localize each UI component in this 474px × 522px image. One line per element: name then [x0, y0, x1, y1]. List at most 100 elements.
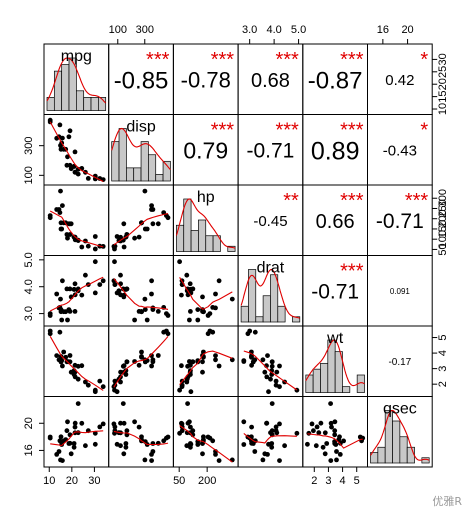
- histogram-bar-wt: [320, 362, 329, 393]
- smooth-line-qsec-mpg: [50, 430, 104, 447]
- histogram-bar-hp: [198, 219, 207, 252]
- scatter-point-qsec-disp: [142, 457, 148, 463]
- histogram-bar-drat: [248, 269, 257, 323]
- scatter-point-drat-hp: [207, 311, 213, 316]
- scatter-point-wt-mpg: [58, 357, 63, 363]
- scatter-point-wt-drat: [268, 376, 273, 382]
- tick-label-right-wt: 4: [437, 350, 449, 356]
- scatter-point-qsec-disp: [139, 434, 144, 440]
- scatter-point-qsec-drat: [266, 441, 271, 447]
- scatter-point-drat-mpg: [92, 259, 98, 265]
- scatter-point-drat-disp: [112, 282, 118, 287]
- scatter-point-hp-mpg: [58, 226, 64, 232]
- scatter-point-qsec-disp: [149, 452, 154, 457]
- tick-label-bottom-mpg: 10: [43, 475, 55, 487]
- smooth-line-hp-disp: [113, 213, 169, 246]
- scatter-point-qsec-disp: [121, 420, 127, 426]
- scatter-point-drat-disp: [121, 294, 127, 300]
- scatter-point-drat-disp: [132, 317, 138, 323]
- scatter-point-qsec-hp: [200, 451, 205, 457]
- scatter-point-hp-disp: [150, 221, 156, 227]
- scatter-point-qsec-drat: [269, 428, 275, 434]
- tick-label-right-mpg: 30: [437, 53, 449, 65]
- scatter-point-wt-mpg: [85, 382, 91, 388]
- scatter-point-wt-mpg: [61, 349, 67, 355]
- scatter-point-disp-mpg: [85, 176, 91, 181]
- scatter-point-hp-disp: [139, 220, 144, 226]
- scatter-point-wt-hp: [216, 363, 222, 369]
- histogram-bar-wt: [312, 368, 321, 393]
- scatter-point-qsec-drat: [249, 440, 255, 446]
- scatter-point-drat-hp: [179, 292, 184, 298]
- scatter-point-qsec-disp: [114, 441, 120, 447]
- scatter-point-hp-disp: [118, 234, 123, 240]
- tick-label-bottom-wt: 3: [325, 475, 331, 487]
- scatter-point-drat-mpg: [59, 317, 65, 323]
- scatter-point-qsec-wt: [309, 421, 315, 427]
- scatter-point-drat-disp: [164, 311, 169, 316]
- histogram-bar-hp: [190, 230, 199, 252]
- correlation-value-disp-drat: -0.71: [247, 140, 295, 163]
- tick-label-bottom-mpg: 30: [88, 475, 100, 487]
- density-line-mpg: [46, 57, 107, 104]
- scatter-point-drat-mpg: [92, 290, 98, 296]
- scatter-point-wt-mpg: [67, 353, 73, 358]
- scatter-point-wt-disp: [120, 363, 126, 369]
- variable-label-qsec: qsec: [383, 401, 417, 418]
- density-line-wt: [305, 339, 365, 387]
- scatter-point-qsec-drat: [252, 449, 258, 454]
- scatter-point-qsec-drat: [277, 458, 282, 463]
- scatter-point-drat-mpg: [71, 287, 77, 292]
- scatter-point-hp-disp: [149, 207, 154, 212]
- correlation-value-mpg-drat: 0.68: [251, 70, 290, 92]
- tick-label-left-qsec: 20: [23, 417, 35, 429]
- histogram-bar-mpg: [90, 97, 99, 111]
- scatter-point-hp-mpg: [58, 220, 64, 226]
- scatter-point-drat-mpg: [54, 291, 60, 297]
- scatter-point-qsec-hp: [185, 401, 191, 406]
- scatter-point-qsec-drat: [249, 424, 255, 430]
- density-line-qsec: [370, 409, 430, 461]
- scatter-point-drat-disp: [142, 307, 148, 312]
- scatter-point-qsec-wt: [334, 449, 339, 454]
- scatter-point-qsec-wt: [314, 424, 320, 430]
- scatter-point-drat-mpg: [100, 278, 106, 284]
- histogram-bar-hp: [227, 245, 236, 252]
- smooth-line-hp-mpg: [49, 210, 104, 248]
- scatter-point-qsec-hp: [210, 438, 216, 444]
- tick-label-top-qsec: 16: [377, 24, 389, 36]
- correlation-value-mpg-qsec: 0.42: [385, 72, 414, 89]
- scatter-point-disp-mpg: [47, 119, 53, 125]
- scatter-point-wt-drat: [262, 369, 268, 375]
- scatter-point-disp-mpg: [68, 166, 74, 172]
- tick-label-right-hp: 250: [437, 199, 449, 217]
- scatter-point-wt-hp: [213, 357, 218, 363]
- scatter-point-wt-disp: [139, 354, 144, 359]
- scatter-point-drat-mpg: [83, 272, 88, 278]
- scatter-point-wt-mpg: [68, 369, 74, 375]
- scatter-point-qsec-mpg: [47, 435, 53, 441]
- scatter-point-qsec-wt: [328, 458, 334, 463]
- scatter-point-qsec-disp: [150, 441, 156, 446]
- scatter-point-wt-disp: [114, 389, 120, 395]
- histogram-bar-qsec: [406, 446, 415, 464]
- scatter-point-hp-mpg: [92, 246, 98, 252]
- scatter-point-qsec-mpg: [67, 440, 73, 446]
- scatter-point-hp-mpg: [64, 232, 70, 237]
- tick-label-right-hp: 300: [437, 189, 449, 207]
- histogram-bar-disp: [162, 160, 171, 182]
- tick-label-left-disp: 300: [23, 136, 35, 154]
- scatter-point-wt-mpg: [57, 329, 63, 335]
- scatter-point-drat-hp: [195, 317, 201, 323]
- scatter-point-wt-drat: [264, 374, 270, 380]
- smooth-line-wt-disp: [113, 336, 169, 388]
- scatter-point-hp-mpg: [54, 207, 60, 212]
- scatter-point-qsec-drat: [273, 424, 279, 430]
- scatter-point-drat-mpg: [67, 309, 73, 314]
- scatter-point-wt-disp: [155, 353, 161, 358]
- scatter-point-hp-mpg: [58, 188, 63, 194]
- scatter-point-hp-mpg: [47, 213, 53, 219]
- scatter-point-wt-mpg: [75, 363, 81, 369]
- scatter-point-wt-disp: [139, 349, 144, 355]
